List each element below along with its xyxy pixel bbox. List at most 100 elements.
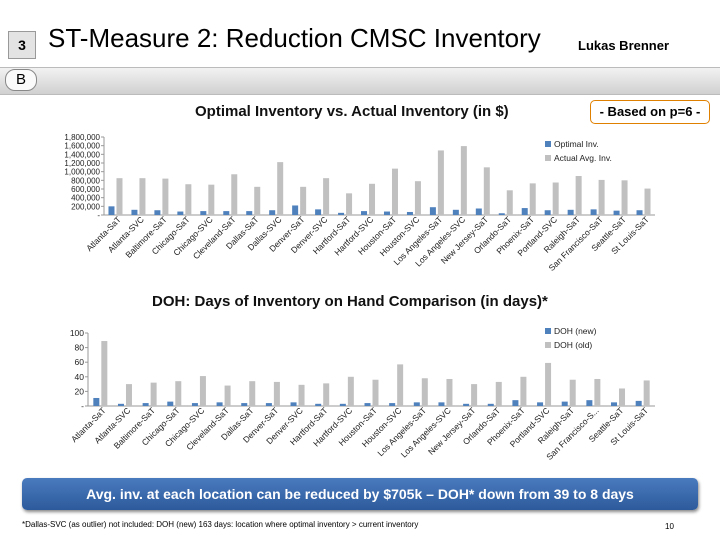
bar-a — [200, 211, 207, 215]
bar-b — [643, 380, 650, 406]
bar-a — [586, 400, 593, 406]
bar-b — [346, 193, 353, 215]
y-tick-label: 200,000 — [71, 202, 100, 211]
bar-a — [389, 403, 396, 406]
bar-a — [413, 402, 420, 406]
y-tick-label: 1,800,000 — [64, 133, 100, 142]
bar-a — [108, 206, 115, 215]
bar-b — [506, 190, 513, 215]
y-tick-label: 40 — [75, 372, 85, 382]
bar-a — [611, 402, 618, 406]
bar-b — [277, 162, 284, 215]
bar-b — [208, 184, 215, 215]
bar-a — [292, 205, 299, 215]
bar-a — [154, 210, 161, 215]
bar-b — [249, 381, 256, 406]
bar-a — [216, 402, 223, 406]
y-tick-label: 1,000,000 — [64, 168, 100, 177]
bar-b — [323, 178, 330, 215]
bar-a — [635, 400, 642, 406]
bar-b — [125, 384, 132, 406]
bar-b — [545, 362, 552, 406]
bar-a — [142, 403, 149, 406]
bar-a — [590, 209, 597, 215]
bar-b — [460, 146, 467, 215]
bar-a — [463, 403, 470, 406]
bar-b — [116, 178, 123, 215]
bar-a — [613, 210, 620, 215]
y-tick-label: 60 — [75, 357, 85, 367]
bar-a — [290, 402, 297, 406]
bar-a — [338, 212, 345, 215]
bar-b — [446, 378, 453, 406]
bar-b — [552, 182, 559, 215]
bar-b — [569, 379, 576, 406]
bar-b — [437, 150, 444, 215]
y-tick-label: 600,000 — [71, 185, 100, 194]
bar-a — [452, 209, 459, 215]
bar-b — [162, 178, 169, 215]
bar-b — [598, 179, 605, 215]
y-tick-label: 80 — [75, 343, 85, 353]
y-tick-label: 400,000 — [71, 194, 100, 203]
bar-a — [177, 211, 184, 215]
bar-b — [231, 174, 238, 215]
bar-a — [117, 403, 124, 406]
bar-b — [495, 381, 502, 406]
based-on-note: - Based on p=6 - — [590, 100, 710, 124]
y-tick-label: 20 — [75, 386, 85, 396]
author-name: Lukas Brenner — [578, 38, 670, 53]
section-bar — [0, 67, 720, 95]
bar-a — [544, 210, 551, 215]
bar-b — [347, 376, 354, 406]
footnote: *Dallas-SVC (as outlier) not included: D… — [22, 520, 419, 529]
bar-a — [241, 403, 248, 406]
legend-label: Actual Avg. Inv. — [554, 153, 612, 163]
y-tick-label: 1,600,000 — [64, 142, 100, 151]
bar-b — [150, 382, 157, 406]
chart1-title: Optimal Inventory vs. Actual Inventory (… — [195, 103, 509, 120]
bar-b — [273, 381, 280, 406]
bar-b — [520, 376, 527, 406]
y-tick-label: - — [81, 401, 84, 411]
legend-label: DOH (old) — [554, 340, 592, 350]
page-number: 10 — [665, 522, 674, 531]
bar-a — [487, 403, 494, 406]
bar-a — [406, 211, 413, 215]
y-tick-label: 1,200,000 — [64, 159, 100, 168]
bar-b — [298, 384, 305, 406]
bar-a — [315, 403, 322, 406]
bar-b — [224, 385, 231, 406]
bar-a — [561, 401, 568, 406]
bar-a — [191, 403, 198, 406]
bar-a — [438, 402, 445, 406]
bar-a — [636, 210, 643, 215]
bar-b — [391, 168, 398, 215]
bar-a — [429, 207, 436, 215]
chart2-title: DOH: Days of Inventory on Hand Compariso… — [152, 293, 548, 310]
bar-a — [265, 403, 272, 406]
bar-b — [185, 184, 192, 215]
bar-b — [619, 388, 626, 406]
bar-a — [521, 208, 528, 215]
bar-b — [575, 176, 582, 215]
bar-b — [369, 183, 376, 215]
bar-a — [475, 208, 482, 215]
bar-b — [594, 378, 601, 406]
legend-label: DOH (new) — [554, 326, 597, 336]
summary-banner: Avg. inv. at each location can be reduce… — [22, 478, 698, 510]
slide-number-badge: 3 — [8, 31, 36, 59]
bar-b — [323, 383, 330, 406]
bar-b — [483, 167, 490, 215]
bar-a — [364, 403, 371, 406]
page-title: ST-Measure 2: Reduction CMSC Inventory — [48, 23, 541, 53]
bar-b — [414, 181, 421, 215]
section-letter-badge: B — [5, 69, 37, 91]
bar-b — [300, 186, 307, 215]
y-tick-label: 100 — [70, 328, 84, 338]
bar-b — [397, 364, 404, 406]
bar-b — [254, 186, 261, 215]
bar-a — [383, 211, 390, 215]
inventory-chart: -200,000400,000600,000800,0001,000,0001,… — [64, 133, 655, 273]
bar-a — [93, 397, 100, 406]
